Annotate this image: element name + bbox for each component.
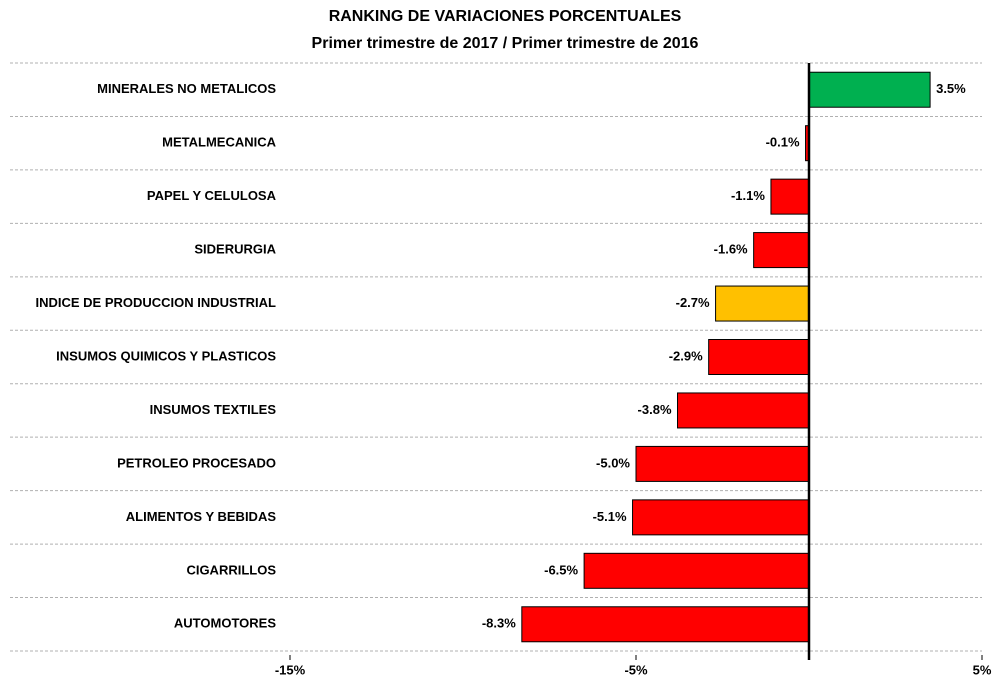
category-label: ALIMENTOS Y BEBIDAS xyxy=(126,509,277,524)
category-label: INSUMOS TEXTILES xyxy=(150,402,277,417)
category-label: AUTOMOTORES xyxy=(174,616,276,631)
category-label: PETROLEO PROCESADO xyxy=(117,455,276,470)
bar xyxy=(583,552,810,589)
value-label: -3.8% xyxy=(638,402,672,417)
bar xyxy=(632,499,810,536)
category-label: INDICE DE PRODUCCION INDUSTRIAL xyxy=(35,295,276,310)
value-label: -6.5% xyxy=(544,562,578,577)
category-label: INSUMOS QUIMICOS Y PLASTICOS xyxy=(56,348,276,363)
bar xyxy=(708,339,810,375)
value-label: -1.6% xyxy=(714,242,748,257)
value-label: 3.5% xyxy=(936,81,966,96)
category-label: PAPEL Y CELULOSA xyxy=(147,188,277,203)
value-label: -2.9% xyxy=(669,348,703,363)
bar xyxy=(715,285,810,322)
chart-title: RANKING DE VARIACIONES PORCENTUALES xyxy=(329,8,682,25)
bar xyxy=(753,232,810,269)
value-label: -1.1% xyxy=(731,188,765,203)
category-label: METALMECANICA xyxy=(162,135,276,150)
value-label: -0.1% xyxy=(766,135,800,150)
x-tick-label: -5% xyxy=(624,662,648,677)
category-label: SIDERURGIA xyxy=(194,242,276,257)
x-tick-label: 5% xyxy=(973,662,992,677)
bar xyxy=(808,71,931,108)
bar xyxy=(521,606,810,643)
value-label: -8.3% xyxy=(482,616,516,631)
value-label: -5.1% xyxy=(593,509,627,524)
x-tick-label: -15% xyxy=(275,662,306,677)
bar xyxy=(677,392,810,429)
category-label: CIGARRILLOS xyxy=(186,562,276,577)
bar xyxy=(770,178,810,215)
category-label: MINERALES NO METALICOS xyxy=(97,81,276,96)
value-label: -5.0% xyxy=(596,455,630,470)
chart-subtitle: Primer trimestre de 2017 / Primer trimes… xyxy=(312,35,699,52)
bar xyxy=(635,445,810,482)
value-label: -2.7% xyxy=(676,295,710,310)
